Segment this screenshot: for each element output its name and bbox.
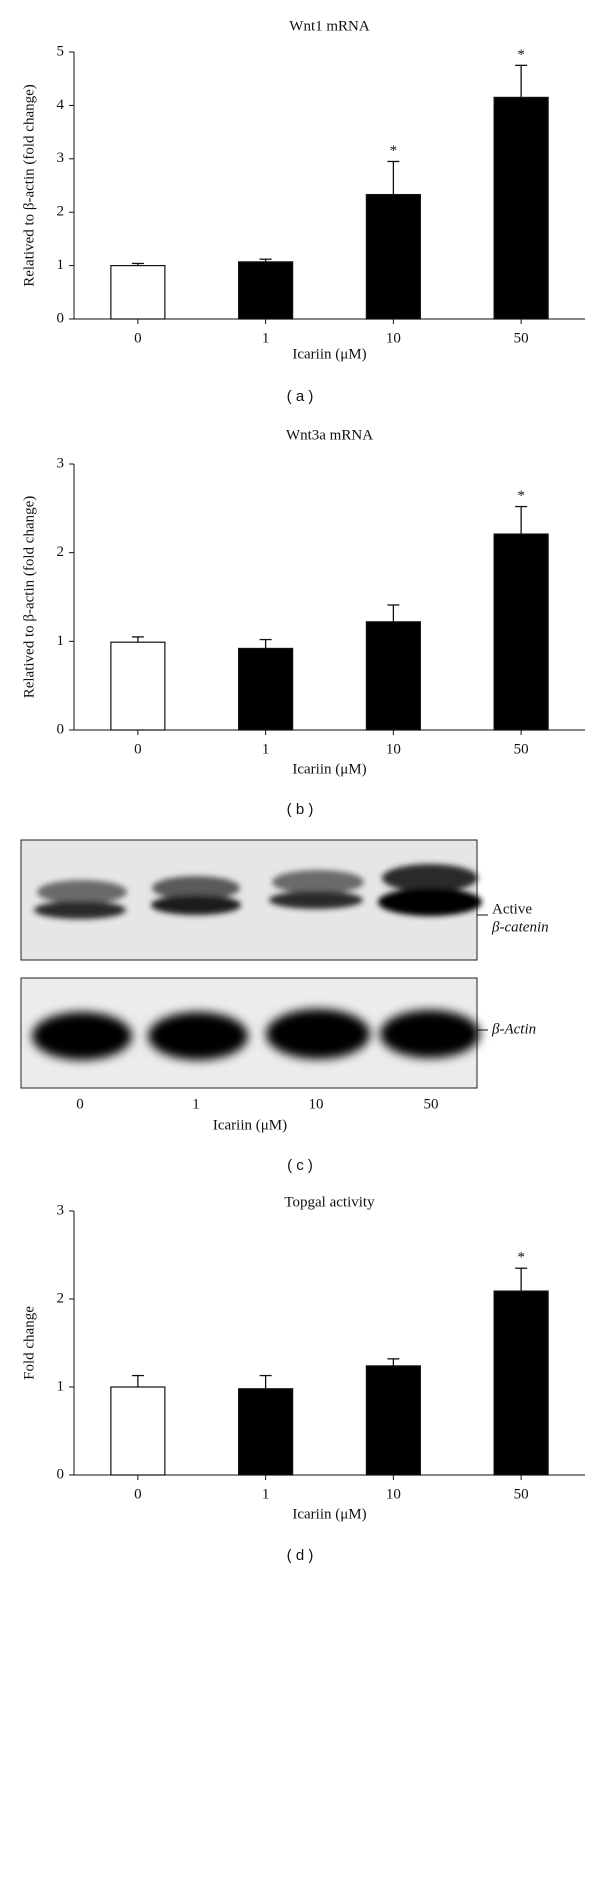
chart-title: Wnt3a mRNA [286, 427, 373, 443]
band-label: β-catenin [491, 919, 549, 935]
x-axis-label: Icariin (μM) [292, 761, 366, 777]
x-tick-label: 1 [262, 741, 270, 757]
bar [110, 641, 166, 731]
x-tick-label: 10 [386, 1486, 401, 1502]
x-tick-label: 10 [386, 741, 401, 757]
panel-label: ( a ) [287, 388, 314, 405]
x-tick-label: 1 [262, 330, 270, 346]
bar [110, 265, 166, 320]
panel-label: ( d ) [287, 1547, 314, 1564]
bar [493, 533, 549, 731]
y-tick-label: 2 [57, 1290, 65, 1306]
y-tick-label: 1 [57, 257, 65, 273]
x-tick-label: 10 [386, 330, 401, 346]
panel-label: ( b ) [287, 801, 314, 818]
chart-title: Topgal activity [284, 1194, 375, 1210]
significance-mark: * [390, 143, 398, 159]
bar [493, 96, 549, 320]
significance-mark: * [517, 488, 525, 504]
x-axis-label: Icariin (μM) [292, 1506, 366, 1522]
x-tick-label: 0 [134, 330, 142, 346]
bar [238, 261, 294, 320]
x-axis-label: Icariin (μM) [292, 346, 366, 362]
band-label: β-Actin [491, 1021, 536, 1037]
y-tick-label: 2 [57, 544, 65, 560]
y-tick-label: 3 [57, 150, 65, 166]
x-axis-label: Icariin (μM) [213, 1117, 287, 1133]
x-tick-label: 50 [514, 1486, 529, 1502]
significance-mark: * [517, 47, 525, 63]
band-label: Active [492, 901, 532, 917]
x-tick-label: 0 [134, 741, 142, 757]
y-tick-label: 0 [57, 1466, 65, 1482]
x-tick-label: 50 [514, 741, 529, 757]
y-tick-label: 0 [57, 310, 65, 326]
significance-mark: * [517, 1250, 525, 1266]
bar [365, 193, 421, 320]
chart-title: Wnt1 mRNA [289, 18, 370, 34]
blot-panel: Active β-catenin β-Actin 0 1 10 50 Icari… [20, 839, 549, 1174]
y-tick-label: 3 [57, 1202, 65, 1218]
x-tick-label: 0 [134, 1486, 142, 1502]
lane-label: 50 [424, 1096, 439, 1112]
lane-label: 10 [309, 1096, 324, 1112]
bar [238, 1388, 294, 1476]
y-axis-label: Fold change [21, 1306, 37, 1380]
bar [365, 621, 421, 731]
y-tick-label: 2 [57, 204, 65, 220]
y-tick-label: 5 [57, 43, 65, 59]
blot-bands [34, 864, 482, 919]
y-tick-label: 1 [57, 633, 65, 649]
panel-label: ( c ) [287, 1157, 313, 1174]
y-tick-label: 4 [57, 97, 65, 113]
bar [110, 1386, 166, 1476]
lane-label: 0 [76, 1096, 84, 1112]
blot-bands [32, 1009, 480, 1060]
x-tick-label: 1 [262, 1486, 270, 1502]
y-tick-label: 3 [57, 455, 65, 471]
y-tick-label: 0 [57, 721, 65, 737]
y-axis-label: Relatived to β-actin (fold change) [21, 84, 37, 287]
y-tick-label: 1 [57, 1378, 65, 1394]
x-tick-label: 50 [514, 330, 529, 346]
bar [238, 647, 294, 731]
lane-label: 1 [192, 1096, 200, 1112]
y-axis-label: Relatived to β-actin (fold change) [21, 496, 37, 699]
bar [365, 1365, 421, 1476]
bar [493, 1290, 549, 1476]
